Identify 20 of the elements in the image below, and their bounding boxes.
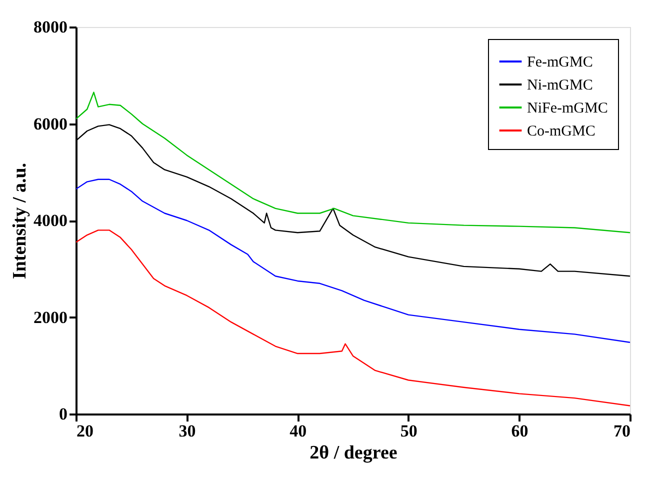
y-tick-label: 6000 bbox=[34, 114, 68, 134]
x-tick-label: 30 bbox=[178, 422, 196, 440]
x-tick-label: 70 bbox=[614, 422, 630, 440]
line-series bbox=[76, 230, 630, 406]
x-tick-label: 20 bbox=[76, 422, 94, 440]
y-tick-label: 0 bbox=[59, 404, 68, 424]
y-tick-label: 2000 bbox=[34, 308, 68, 327]
y-tick-label: 4000 bbox=[34, 211, 68, 230]
legend-label: Co-mGMC bbox=[527, 124, 596, 140]
x-tick-label: 40 bbox=[290, 422, 307, 440]
line-series bbox=[76, 92, 630, 234]
x-axis-title: 2θ / degree bbox=[310, 442, 398, 464]
legend-label: NiFe-mGMC bbox=[527, 100, 608, 116]
legend-label: Ni-mGMC bbox=[527, 78, 593, 94]
y-tick-label: 8000 bbox=[34, 18, 68, 36]
y-axis-title: Intensity / a.u. bbox=[10, 162, 30, 280]
legend-label: Fe-mGMC bbox=[527, 54, 593, 70]
x-tick-label: 50 bbox=[400, 422, 418, 440]
line-series bbox=[76, 178, 630, 344]
x-tick-label: 60 bbox=[511, 422, 528, 440]
